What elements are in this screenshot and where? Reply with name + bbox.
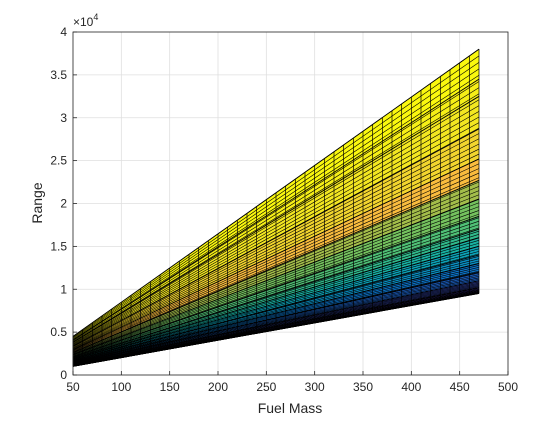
y-tick-label: 2.5 — [50, 154, 67, 168]
band-boundary-line — [72, 158, 480, 351]
mesh-horizontal-line — [72, 242, 480, 361]
mesh-horizontal-line — [72, 224, 480, 359]
mesh-horizontal-line — [72, 81, 480, 341]
mesh-horizontal-line — [72, 105, 480, 344]
mesh-horizontal-line — [72, 213, 480, 357]
mesh-horizontal-line — [72, 220, 480, 358]
x-tick-label: 150 — [160, 380, 180, 394]
mesh-horizontal-line — [72, 93, 480, 343]
mesh-horizontal-line — [72, 206, 480, 357]
y-tick-label: 4 — [60, 25, 67, 39]
mesh-horizontal-line — [72, 234, 480, 360]
mesh-horizontal-line — [72, 275, 480, 365]
band-boundary-line — [72, 280, 480, 366]
band-boundary-line — [72, 271, 480, 365]
mesh-horizontal-line — [72, 68, 480, 340]
mesh-horizontal-line — [72, 267, 480, 364]
mesh-horizontal-line — [72, 251, 480, 362]
x-tick-label: 450 — [450, 380, 470, 394]
mesh-horizontal-line — [72, 163, 480, 351]
mesh-horizontal-line — [72, 230, 480, 360]
band-boundary-line — [72, 179, 480, 353]
mesh-horizontal-line — [72, 282, 480, 366]
y-exponent-power: 4 — [93, 12, 98, 22]
y-tick-label: 1 — [60, 282, 67, 296]
band-boundary-line — [72, 128, 480, 347]
x-tick-label: 500 — [498, 380, 518, 394]
mesh-horizontal-line — [72, 268, 480, 364]
y-axis-title: Range — [29, 182, 45, 223]
mesh-horizontal-line — [72, 248, 480, 362]
y-tick-label: 3 — [60, 111, 67, 125]
mesh-horizontal-line — [72, 274, 480, 365]
x-tick-label: 400 — [401, 380, 421, 394]
band-boundary-line — [72, 287, 480, 367]
surface-mesh — [72, 48, 480, 367]
band-boundary-line — [72, 215, 480, 358]
mesh-horizontal-line — [72, 143, 480, 349]
mesh-horizontal-line — [72, 153, 480, 350]
mesh-horizontal-line — [72, 116, 480, 346]
mesh-horizontal-line — [72, 190, 480, 355]
band-boundary-line — [72, 245, 480, 362]
mesh-horizontal-line — [72, 62, 480, 339]
mesh-horizontal-line — [72, 258, 480, 363]
mesh-horizontal-line — [72, 122, 480, 346]
x-tick-label: 300 — [305, 380, 325, 394]
y-tick-label: 0.5 — [50, 325, 67, 339]
mesh-horizontal-line — [72, 177, 480, 353]
mesh-horizontal-line — [72, 99, 480, 343]
x-tick-label: 50 — [66, 380, 80, 394]
mesh-horizontal-line — [72, 240, 480, 361]
mesh-horizontal-line — [72, 148, 480, 349]
band-boundary-line — [72, 95, 480, 343]
x-tick-label: 100 — [111, 380, 131, 394]
band-boundary-line — [72, 228, 480, 359]
band-boundary-line — [72, 263, 480, 364]
band-boundary-line — [72, 237, 480, 361]
mesh-horizontal-line — [72, 284, 480, 366]
band-boundary-line — [72, 78, 480, 341]
y-exponent-base: ×10 — [73, 15, 94, 29]
mesh-horizontal-line — [72, 87, 480, 342]
band-boundary-line — [72, 254, 480, 363]
mesh-horizontal-line — [72, 55, 480, 338]
y-tick-label: 2 — [60, 197, 67, 211]
y-tick-label: 1.5 — [50, 239, 67, 253]
x-axis-title: Fuel Mass — [258, 400, 323, 416]
mesh-horizontal-line — [72, 265, 480, 364]
y-axis-ticks: 0 0.5 1 1.5 2 2.5 3 3.5 4 — [50, 25, 77, 382]
y-tick-label: 0 — [60, 368, 67, 382]
mesh-horizontal-line — [72, 186, 480, 354]
y-exponent-label: ×104 — [73, 12, 98, 29]
mesh-horizontal-line — [72, 133, 480, 348]
mesh-horizontal-line — [72, 277, 480, 365]
mesh-horizontal-line — [72, 74, 480, 340]
mesh-horizontal-line — [72, 210, 480, 357]
mesh-horizontal-line — [72, 260, 480, 363]
x-tick-label: 350 — [353, 380, 373, 394]
band-boundary-line — [72, 48, 480, 337]
mesh-horizontal-line — [72, 138, 480, 348]
x-tick-label: 250 — [256, 380, 276, 394]
mesh-horizontal-line — [72, 172, 480, 352]
y-tick-label: 3.5 — [50, 68, 67, 82]
band-boundary-line — [72, 198, 480, 356]
mesh-horizontal-line — [72, 111, 480, 345]
mesh-horizontal-line — [72, 168, 480, 352]
x-axis-ticks: 50 100 150 200 250 300 350 400 450 500 — [66, 371, 518, 394]
mesh-horizontal-line — [72, 202, 480, 356]
x-tick-label: 200 — [208, 380, 228, 394]
mesh-horizontal-line — [72, 194, 480, 355]
